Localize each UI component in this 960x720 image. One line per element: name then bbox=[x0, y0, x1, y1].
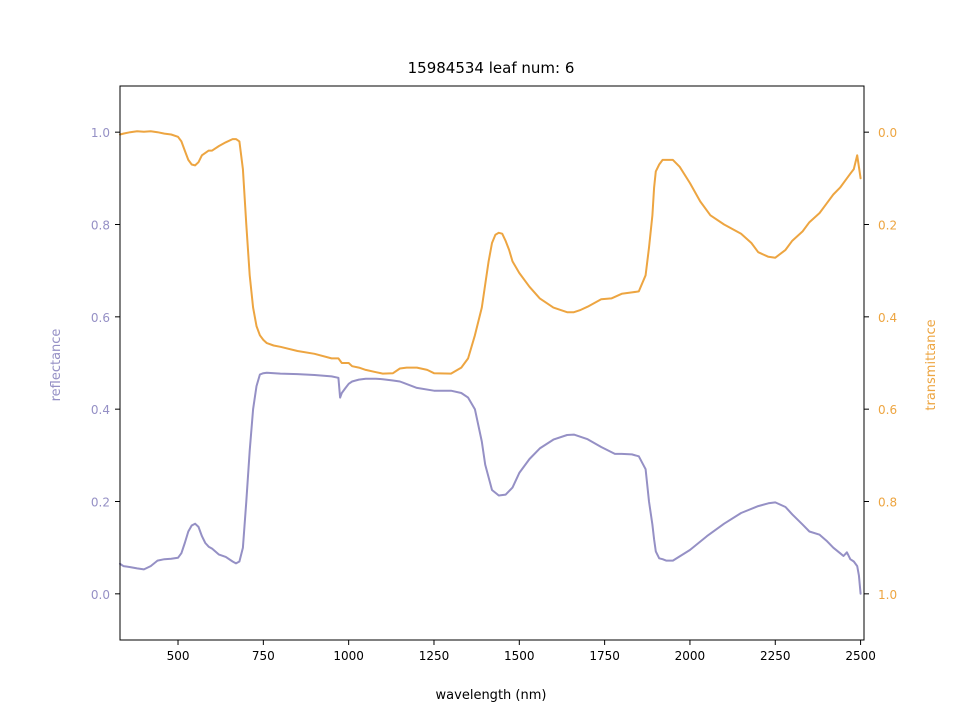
y-left-tick-label: 0.6 bbox=[91, 311, 110, 325]
x-tick-label: 2250 bbox=[760, 649, 791, 663]
y-right-tick-label: 0.8 bbox=[878, 496, 897, 510]
y-axis-left: 0.0 0.2 0.4 0.6 0.8 1.0 bbox=[91, 126, 120, 602]
y-axis-left-label: reflectance bbox=[49, 329, 64, 402]
plot-frame bbox=[119, 85, 865, 641]
y-right-tick-label: 0.4 bbox=[878, 311, 897, 325]
series-layer bbox=[119, 130, 862, 595]
y-right-tick-label: 0.2 bbox=[878, 219, 897, 233]
reflectance-line bbox=[119, 371, 862, 595]
y-left-tick-label: 0.8 bbox=[91, 219, 110, 233]
transmittance-line bbox=[119, 130, 862, 375]
x-axis-label: wavelength (nm) bbox=[436, 688, 547, 703]
y-axis-right: 0.0 0.2 0.4 0.6 0.8 1.0 bbox=[864, 126, 897, 602]
x-tick-label: 1500 bbox=[504, 649, 535, 663]
y-left-tick-label: 0.4 bbox=[91, 403, 110, 417]
y-axis-right-label: transmittance bbox=[924, 319, 939, 410]
x-tick-label: 500 bbox=[167, 649, 190, 663]
x-tick-label: 1250 bbox=[419, 649, 450, 663]
x-tick-label: 750 bbox=[252, 649, 275, 663]
y-left-tick-label: 0.2 bbox=[91, 496, 110, 510]
y-right-tick-label: 0.0 bbox=[878, 126, 897, 140]
y-right-tick-label: 0.6 bbox=[878, 403, 897, 417]
x-tick-label: 2000 bbox=[675, 649, 706, 663]
chart-title: 15984534 leaf num: 6 bbox=[408, 59, 575, 77]
y-left-tick-label: 1.0 bbox=[91, 126, 110, 140]
x-tick-label: 1750 bbox=[589, 649, 620, 663]
x-tick-label: 1000 bbox=[333, 649, 364, 663]
y-right-tick-label: 1.0 bbox=[878, 588, 897, 602]
x-tick-label: 2500 bbox=[845, 649, 876, 663]
x-axis: 500 750 1000 1250 1500 1750 2000 2250 2500 bbox=[167, 640, 876, 663]
y-left-tick-label: 0.0 bbox=[91, 588, 110, 602]
